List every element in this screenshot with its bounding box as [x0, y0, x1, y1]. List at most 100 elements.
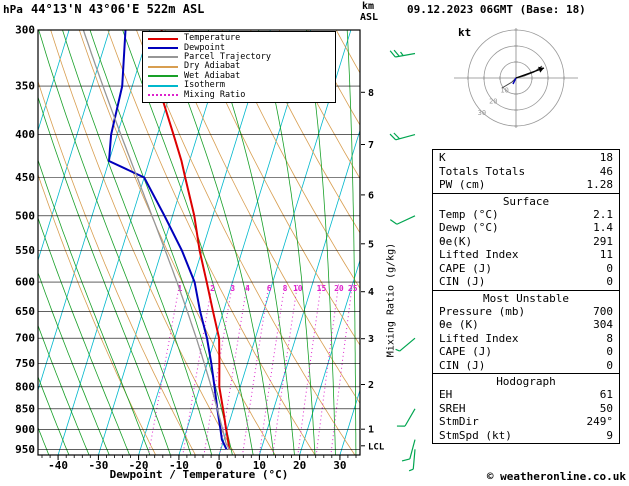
wind-barbs	[389, 49, 416, 472]
index-label: K	[439, 151, 446, 164]
index-value: 11	[599, 248, 613, 261]
mixing-ratio-labels: 1 2 3 4 6 8 10 15 20 25	[177, 284, 357, 293]
index-value: 700	[593, 304, 613, 318]
temperature-legend-line	[148, 37, 178, 40]
indices-row: Lifted Index 8	[433, 332, 619, 346]
pressure-tick-label: 450	[15, 171, 35, 184]
temperature-tick-label: 10	[253, 459, 266, 472]
legend-label: Dry Adiabat	[184, 61, 241, 72]
pressure-tick-label: 900	[15, 423, 35, 436]
pressure-tick-label: 600	[15, 276, 35, 289]
pressure-tick-label: 750	[15, 357, 35, 370]
hodograph-wind-trace	[501, 65, 543, 89]
index-value: 9	[606, 428, 613, 442]
copyright: © weatheronline.co.uk	[486, 470, 626, 483]
legend-label: Temperature	[184, 33, 241, 44]
legend-item: Wet Adiabat	[148, 70, 330, 81]
indices-row: CIN (J) 0	[433, 275, 619, 289]
temperature-tick-label: 20	[293, 459, 306, 472]
indices-section-header: Hodograph	[496, 375, 556, 388]
km-tick-label: 4	[368, 287, 374, 298]
index-label: SREH	[439, 401, 466, 415]
wind-barb	[395, 337, 416, 352]
temperature-tick-label: 0	[216, 459, 223, 472]
km-tick-label: 1	[368, 425, 374, 436]
index-value: 46	[599, 164, 613, 178]
indices-row: K 18	[433, 151, 619, 165]
index-value: 0	[606, 345, 613, 358]
altitude-axis-unit-asl: ASL	[360, 12, 379, 23]
indices-row: θe(K) 291	[433, 235, 619, 249]
indices-panel: K 18 Totals Totals 46 PW (cm) 1.28 Surface Temp…	[432, 149, 620, 444]
indices-block: K 18 Totals Totals 46 PW (cm) 1.28	[432, 149, 620, 194]
wind-barb	[389, 215, 416, 225]
indices-row: Temp (°C) 2.1	[433, 208, 619, 222]
legend-label: Wet Adiabat	[184, 70, 241, 81]
mixing-ratio-value-label: 10	[293, 284, 303, 293]
indices-section-header: Most Unstable	[482, 291, 570, 305]
wind-barb	[389, 132, 416, 141]
mixing-ratio-value-label: 25	[348, 284, 358, 293]
mixing-ratio-value-label: 1	[177, 284, 182, 293]
index-value: 304	[593, 318, 613, 331]
indices-row: EH 61	[433, 388, 619, 402]
index-label: Lifted Index	[439, 248, 519, 261]
parcel-legend-line	[148, 56, 178, 59]
legend-item: Mixing Ratio	[148, 90, 330, 99]
km-tick-label: 8	[368, 88, 374, 99]
mixing_ratio-legend-line	[148, 94, 178, 97]
dewpoint-curve	[107, 30, 228, 450]
pressure-tick-label: 300	[15, 24, 35, 37]
km-tick-label: 2	[368, 380, 374, 391]
mixing-ratio-value-label: 20	[334, 284, 344, 293]
index-value: 249°	[586, 415, 614, 428]
indices-block: Hodograph EH 61 SREH 50 StmDir 249° StmSpd (kt)…	[432, 373, 620, 444]
index-label: EH	[439, 388, 453, 401]
hodograph-ring-label: 10	[500, 86, 508, 94]
index-label: CAPE (J)	[439, 261, 492, 275]
km-tick-label: 5	[368, 239, 374, 250]
dry_adiabat-legend-line	[148, 65, 178, 68]
index-label: θe(K)	[439, 234, 473, 248]
temperature-tick-label: -40	[48, 459, 68, 472]
pressure-tick-label: 700	[15, 332, 35, 345]
hodograph-ring-label: 30	[478, 109, 486, 117]
indices-row: CAPE (J) 0	[433, 345, 619, 359]
temperature-curve	[157, 30, 231, 450]
km-tick-label: 6	[368, 190, 374, 201]
mixing-ratio-value-label: 15	[317, 284, 327, 293]
index-label: Dewp (°C)	[439, 221, 499, 234]
pressure-tick-label: 950	[15, 443, 35, 456]
wind-barb	[408, 449, 416, 472]
parcel-trajectory-curve	[82, 30, 230, 450]
pressure-tick-label: 500	[15, 209, 35, 222]
storm-motion-arrowhead	[538, 66, 544, 73]
legend-label: Dewpoint	[184, 42, 225, 53]
station-title: 44°13'N 43°06'E 522m ASL	[31, 2, 205, 16]
index-label: Temp (°C)	[439, 207, 499, 221]
legend-item: Isotherm	[148, 81, 330, 90]
plot-border	[37, 29, 361, 456]
mixing-ratio-value-label: 4	[245, 284, 250, 293]
index-value: 61	[599, 388, 613, 401]
dewpoint-legend-line	[148, 47, 178, 50]
hodograph-unit-label: kt	[458, 26, 471, 39]
indices-row: Lifted Index 11	[433, 248, 619, 262]
pressure-tick-label: 550	[15, 244, 35, 257]
temperature-axis: -40 -30 -20 -10 0 10 20 30	[41, 455, 357, 472]
isotherm-legend-line	[148, 84, 178, 87]
temperature-tick-label: 30	[333, 459, 346, 472]
temperature-tick-label: -30	[88, 459, 108, 472]
legend-label: Parcel Trajectory	[184, 51, 271, 62]
indices-row: Pressure (mb) 700	[433, 305, 619, 319]
temperature-tick-label: -20	[129, 459, 149, 472]
index-label: CIN (J)	[439, 275, 486, 288]
indices-block: Most Unstable Pressure (mb) 700 θe (K) 304 Li…	[432, 289, 620, 374]
indices-row: θe (K) 304	[433, 318, 619, 332]
index-label: CIN (J)	[439, 358, 486, 372]
legend: Temperature Dewpoint Parcel Trajectory Dry …	[142, 31, 336, 103]
pressure-tick-label: 400	[15, 128, 35, 141]
